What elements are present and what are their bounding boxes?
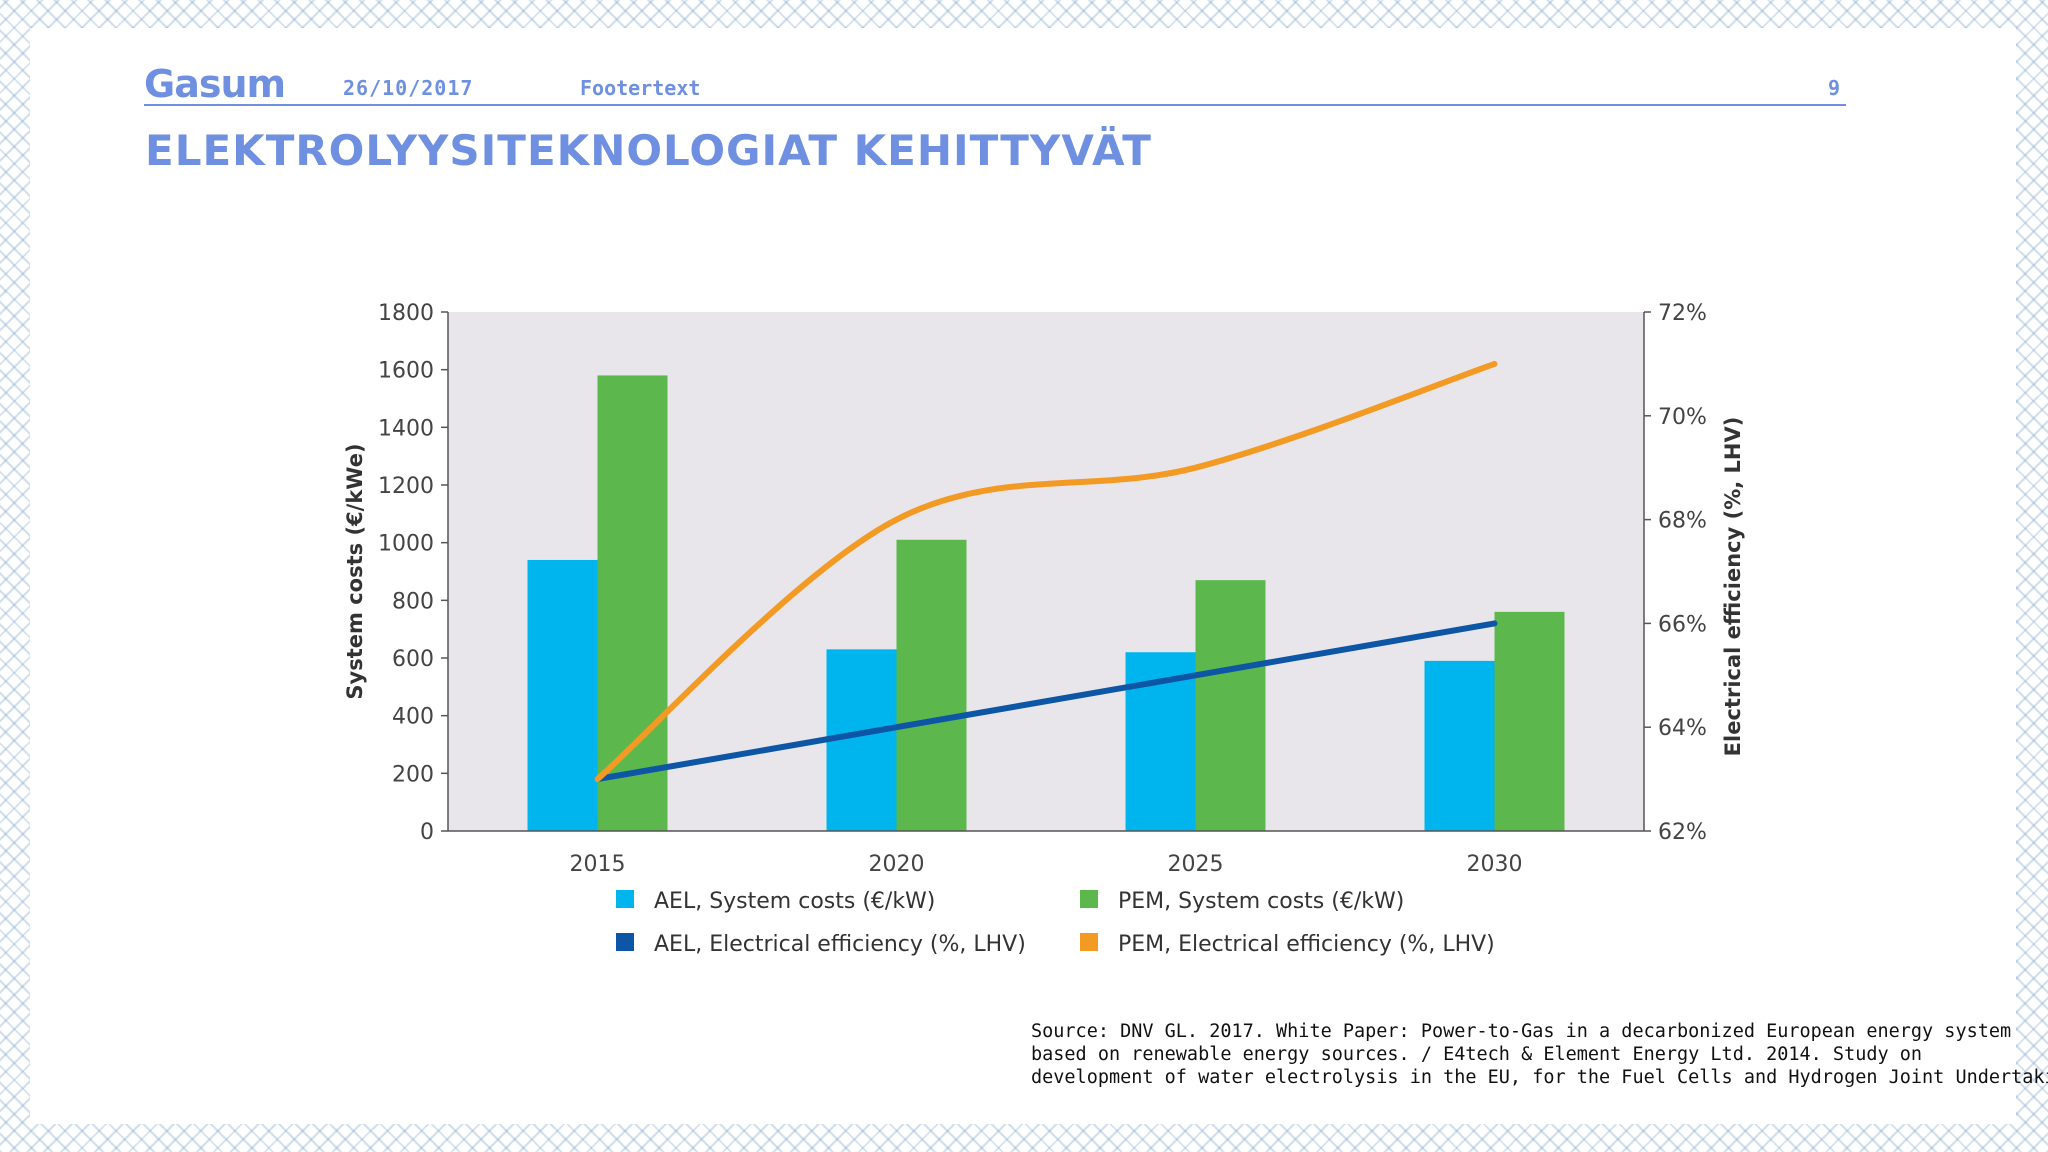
header-footer-text: Footertext bbox=[580, 76, 701, 100]
legend-label: AEL, System costs (€/kW) bbox=[654, 889, 935, 914]
y2-tick-label: 62% bbox=[1658, 820, 1707, 845]
y2-tick-label: 66% bbox=[1658, 612, 1707, 637]
source-line: based on renewable energy sources. / E4t… bbox=[1031, 1044, 1923, 1065]
bar bbox=[527, 559, 598, 831]
y-tick-label: 200 bbox=[392, 762, 434, 787]
bar bbox=[896, 539, 967, 831]
y-tick-label: 0 bbox=[420, 820, 434, 845]
legend-swatch bbox=[1080, 933, 1098, 951]
legend-label: AEL, Electrical efficiency (%, LHV) bbox=[654, 932, 1026, 957]
y-tick-label: 400 bbox=[392, 705, 434, 730]
y-axis-title: System costs (€/kWe) bbox=[343, 443, 367, 699]
y2-tick-label: 68% bbox=[1658, 509, 1707, 534]
y2-axis-title: Electrical efficiency (%, LHV) bbox=[1721, 417, 1745, 757]
y-tick-label: 1200 bbox=[378, 474, 434, 499]
y-tick-label: 1800 bbox=[378, 301, 434, 326]
legend-swatch bbox=[616, 890, 634, 908]
y2-tick-label: 70% bbox=[1658, 405, 1707, 430]
bars bbox=[527, 375, 1565, 831]
axes bbox=[441, 311, 1651, 832]
chart: 0 200 400 600 800 1000 1200 1400 1600 1800 62% 64% 6… bbox=[343, 301, 1745, 957]
x-tick-label: 2025 bbox=[1168, 852, 1224, 877]
lines bbox=[594, 360, 1498, 783]
page-number: 9 bbox=[1828, 76, 1841, 100]
y-tick-label: 1600 bbox=[378, 359, 434, 384]
y-tick-label: 800 bbox=[392, 589, 434, 614]
bar bbox=[1424, 660, 1495, 831]
y-tick-label: 600 bbox=[392, 647, 434, 672]
y-tick-label: 1000 bbox=[378, 532, 434, 557]
gasum-logo: Gasum bbox=[144, 62, 286, 106]
header-date: 26/10/2017 bbox=[343, 76, 474, 100]
legend-label: PEM, Electrical efficiency (%, LHV) bbox=[1118, 932, 1495, 957]
bar bbox=[1195, 580, 1266, 831]
y2-tick-label: 72% bbox=[1658, 301, 1707, 326]
source-line: development of water electrolysis in the… bbox=[1031, 1067, 2048, 1088]
y-tick-label: 1400 bbox=[378, 416, 434, 441]
series-line bbox=[594, 360, 1498, 783]
source-note: Source: DNV GL. 2017. White Paper: Power… bbox=[1031, 1020, 2048, 1089]
axis-labels: 0 200 400 600 800 1000 1200 1400 1600 1800 62% 64% 6… bbox=[343, 301, 1745, 877]
legend-swatch bbox=[1080, 890, 1098, 908]
header-divider bbox=[144, 104, 1846, 106]
x-tick-label: 2015 bbox=[570, 852, 626, 877]
x-tick-label: 2030 bbox=[1467, 852, 1523, 877]
bar bbox=[597, 375, 668, 831]
legend: AEL, System costs (€/kW) PEM, System cost… bbox=[616, 889, 1495, 957]
x-tick-label: 2020 bbox=[869, 852, 925, 877]
legend-label: PEM, System costs (€/kW) bbox=[1118, 889, 1404, 914]
series-line bbox=[594, 620, 1498, 783]
y2-tick-label: 64% bbox=[1658, 716, 1707, 741]
source-line: Source: DNV GL. 2017. White Paper: Power… bbox=[1031, 1021, 2012, 1042]
bar bbox=[1494, 611, 1565, 831]
slide-title: ELEKTROLYYSITEKNOLOGIAT KEHITTYVÄT bbox=[145, 126, 1152, 175]
legend-swatch bbox=[616, 933, 634, 951]
